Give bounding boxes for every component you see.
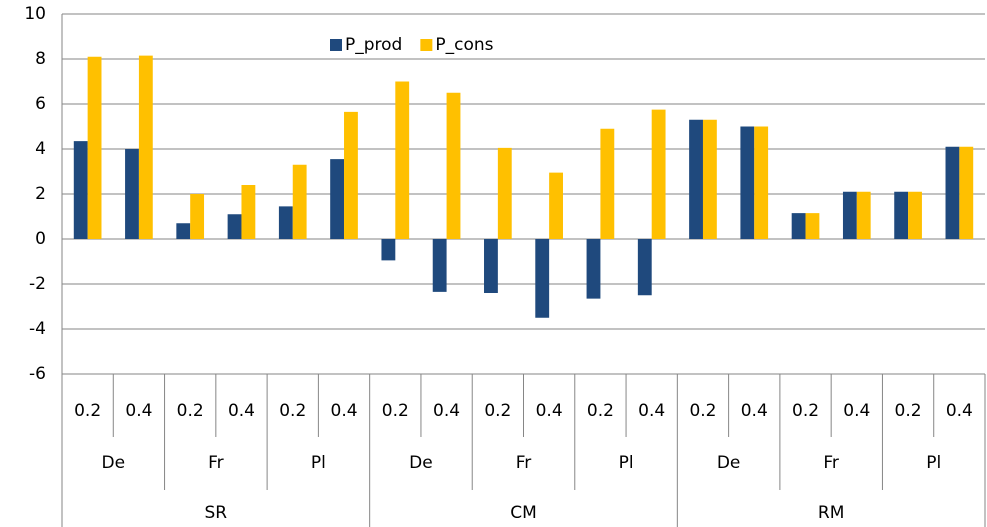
- bar: [241, 185, 256, 239]
- x-tick-label: 0.2: [792, 401, 819, 421]
- bar: [549, 172, 563, 239]
- bar: [805, 213, 820, 239]
- bar: [344, 111, 358, 239]
- bar: [227, 214, 242, 239]
- y-tick-label: 0: [35, 229, 46, 249]
- x-tick-label: 0.2: [895, 401, 922, 421]
- x-tick-label: 0.2: [689, 401, 716, 421]
- y-tick-label: 8: [35, 49, 46, 69]
- bar: [484, 239, 498, 293]
- bar: [125, 149, 139, 239]
- y-tick-label: -2: [29, 274, 46, 294]
- subgroup-label: Pl: [926, 453, 941, 473]
- subgroup-label: Pl: [619, 453, 634, 473]
- bar: [702, 119, 717, 239]
- bar: [689, 119, 703, 239]
- bar: [73, 141, 88, 239]
- bar: [586, 239, 601, 299]
- x-tick-label: 0.4: [331, 401, 358, 421]
- y-tick-label: 6: [35, 94, 46, 114]
- subgroup-label: De: [101, 453, 125, 473]
- x-tick-label: 0.2: [587, 401, 614, 421]
- bar: [330, 159, 345, 239]
- subgroup-label: Pl: [311, 453, 326, 473]
- bar: [842, 191, 857, 239]
- group-label: SR: [205, 503, 228, 523]
- bar: [432, 239, 447, 292]
- subgroup-label: Fr: [823, 453, 839, 473]
- bar: [292, 164, 307, 239]
- bar: [381, 239, 396, 261]
- legend-label: P_prod: [345, 35, 402, 55]
- x-tick-label: 0.4: [228, 401, 255, 421]
- bar: [535, 239, 550, 318]
- bar: [497, 147, 512, 239]
- x-tick-label: 0.2: [177, 401, 204, 421]
- bar: [740, 126, 755, 239]
- y-tick-label: 10: [24, 4, 46, 24]
- bar: [176, 223, 191, 239]
- bar: [908, 191, 922, 239]
- legend-label: P_cons: [435, 35, 493, 55]
- bar: [754, 126, 769, 239]
- bar: [945, 146, 960, 239]
- x-tick-label: 0.2: [279, 401, 306, 421]
- x-tick-label: 0.4: [433, 401, 460, 421]
- group-label: CM: [510, 503, 537, 523]
- x-tick-label: 0.4: [741, 401, 768, 421]
- bar: [894, 191, 909, 239]
- bar: [446, 92, 461, 239]
- x-tick-label: 0.2: [484, 401, 511, 421]
- bar: [600, 128, 615, 239]
- x-tick-label: 0.2: [74, 401, 101, 421]
- x-tick-label: 0.4: [536, 401, 563, 421]
- x-tick-label: 0.4: [638, 401, 665, 421]
- y-tick-label: 2: [35, 184, 46, 204]
- subgroup-label: Fr: [208, 453, 224, 473]
- bar: [395, 81, 410, 239]
- bar: [791, 213, 806, 239]
- x-tick-label: 0.4: [125, 401, 152, 421]
- subgroup-label: Fr: [516, 453, 532, 473]
- group-label: RM: [818, 503, 844, 523]
- bar: [87, 56, 102, 239]
- y-tick-label: 4: [35, 139, 46, 159]
- bar: [138, 55, 153, 239]
- x-tick-label: 0.4: [946, 401, 973, 421]
- legend-swatch: [420, 39, 433, 51]
- subgroup-label: De: [409, 453, 433, 473]
- legend-swatch: [330, 39, 342, 51]
- bar: [637, 239, 652, 296]
- bar: [959, 146, 974, 239]
- bar: [278, 206, 293, 239]
- y-tick-label: -6: [29, 364, 46, 384]
- y-tick-label: -4: [29, 319, 46, 339]
- bar: [856, 191, 871, 239]
- bar: [651, 109, 666, 239]
- x-tick-label: 0.4: [843, 401, 870, 421]
- x-tick-label: 0.2: [382, 401, 409, 421]
- subgroup-label: De: [717, 453, 741, 473]
- bar: [190, 194, 205, 239]
